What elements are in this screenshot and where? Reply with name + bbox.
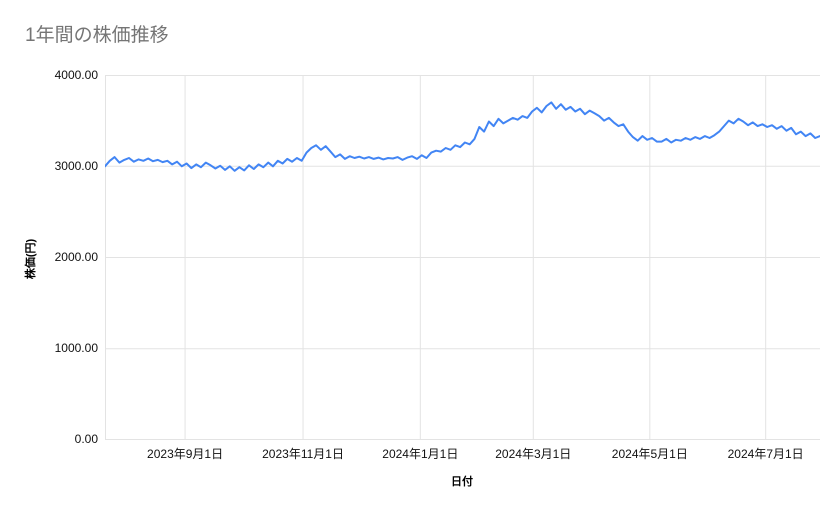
x-tick-label: 2024年5月1日	[611, 447, 688, 461]
x-axis-title: 日付	[451, 476, 473, 488]
y-tick-label: 3000.00	[54, 158, 98, 173]
x-tick-label: 2024年3月1日	[495, 447, 572, 461]
price-line-series	[105, 101, 820, 172]
x-tick-label: 2023年11月1日	[262, 447, 344, 461]
x-tick-label: 2024年7月1日	[727, 447, 804, 461]
x-tick-label: 2024年1月1日	[382, 447, 459, 461]
chart-title: 1年間の株価推移	[25, 25, 169, 46]
y-tick-label: 4000.00	[54, 68, 98, 82]
x-tick-label: 2023年9月1日	[147, 447, 224, 461]
plot-area	[105, 75, 820, 440]
y-tick-label: 2000.00	[54, 250, 98, 264]
y-tick-label: 0.00	[74, 432, 98, 446]
y-tick-label: 1000.00	[54, 341, 98, 356]
